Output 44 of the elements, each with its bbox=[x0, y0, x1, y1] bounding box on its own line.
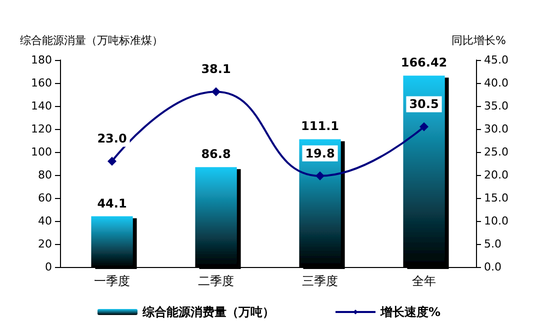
x-tick-label: 全年 bbox=[412, 274, 436, 288]
legend-label: 综合能源消费量（万吨） bbox=[141, 305, 274, 319]
y-tick-label: 100 bbox=[31, 146, 52, 158]
data-label: 30.5 bbox=[409, 97, 439, 112]
point bbox=[316, 171, 324, 180]
y2-axis-title: 同比增长% bbox=[452, 34, 506, 47]
data-label: 166.42 bbox=[400, 56, 448, 70]
y2-tick-label: 30.0 bbox=[484, 122, 508, 136]
y-tick-label: 80 bbox=[38, 168, 52, 182]
bar bbox=[299, 139, 341, 267]
y2-tick-label: 20.0 bbox=[484, 168, 508, 182]
y2-tick-label: 10.0 bbox=[484, 214, 508, 228]
y-axis-title: 综合能源消量（万吨标准煤） bbox=[20, 34, 163, 47]
x-tick-label: 二季度 bbox=[198, 274, 234, 288]
data-label: 44.1 bbox=[97, 196, 127, 210]
data-label: 86.8 bbox=[201, 147, 231, 162]
y2-tick-label: 35.0 bbox=[484, 100, 508, 112]
bar bbox=[91, 216, 133, 267]
y-tick-label: 0 bbox=[45, 260, 52, 274]
y-tick-label: 60 bbox=[38, 192, 52, 204]
y2-tick-label: 45.0 bbox=[484, 54, 508, 66]
y2-tick-label: 5.0 bbox=[484, 238, 502, 250]
point bbox=[212, 87, 220, 96]
bar bbox=[195, 167, 237, 267]
data-label: 38.1 bbox=[201, 62, 231, 76]
point bbox=[108, 156, 116, 166]
y2-tick-label: 25.0 bbox=[484, 146, 508, 158]
y-tick-label: 120 bbox=[31, 122, 52, 136]
data-label: 111.1 bbox=[301, 119, 339, 134]
x-tick-label: 三季度 bbox=[302, 274, 338, 288]
point bbox=[420, 122, 428, 132]
x-tick-label: 一季度 bbox=[94, 274, 130, 288]
data-label: 19.8 bbox=[305, 146, 335, 160]
y2-tick-label: 15.0 bbox=[484, 192, 508, 204]
y-tick-label: 140 bbox=[31, 100, 52, 112]
y2-tick-label: 0.0 bbox=[484, 260, 502, 274]
y-tick-label: 20 bbox=[38, 238, 52, 250]
y-tick-label: 160 bbox=[31, 76, 52, 90]
y2-tick-label: 40.0 bbox=[484, 76, 508, 90]
data-label: 23.0 bbox=[97, 132, 127, 146]
legend-label: 增长速度% bbox=[379, 305, 441, 319]
y-tick-label: 180 bbox=[31, 54, 52, 66]
y-tick-label: 40 bbox=[38, 214, 52, 228]
bar bbox=[403, 76, 445, 267]
